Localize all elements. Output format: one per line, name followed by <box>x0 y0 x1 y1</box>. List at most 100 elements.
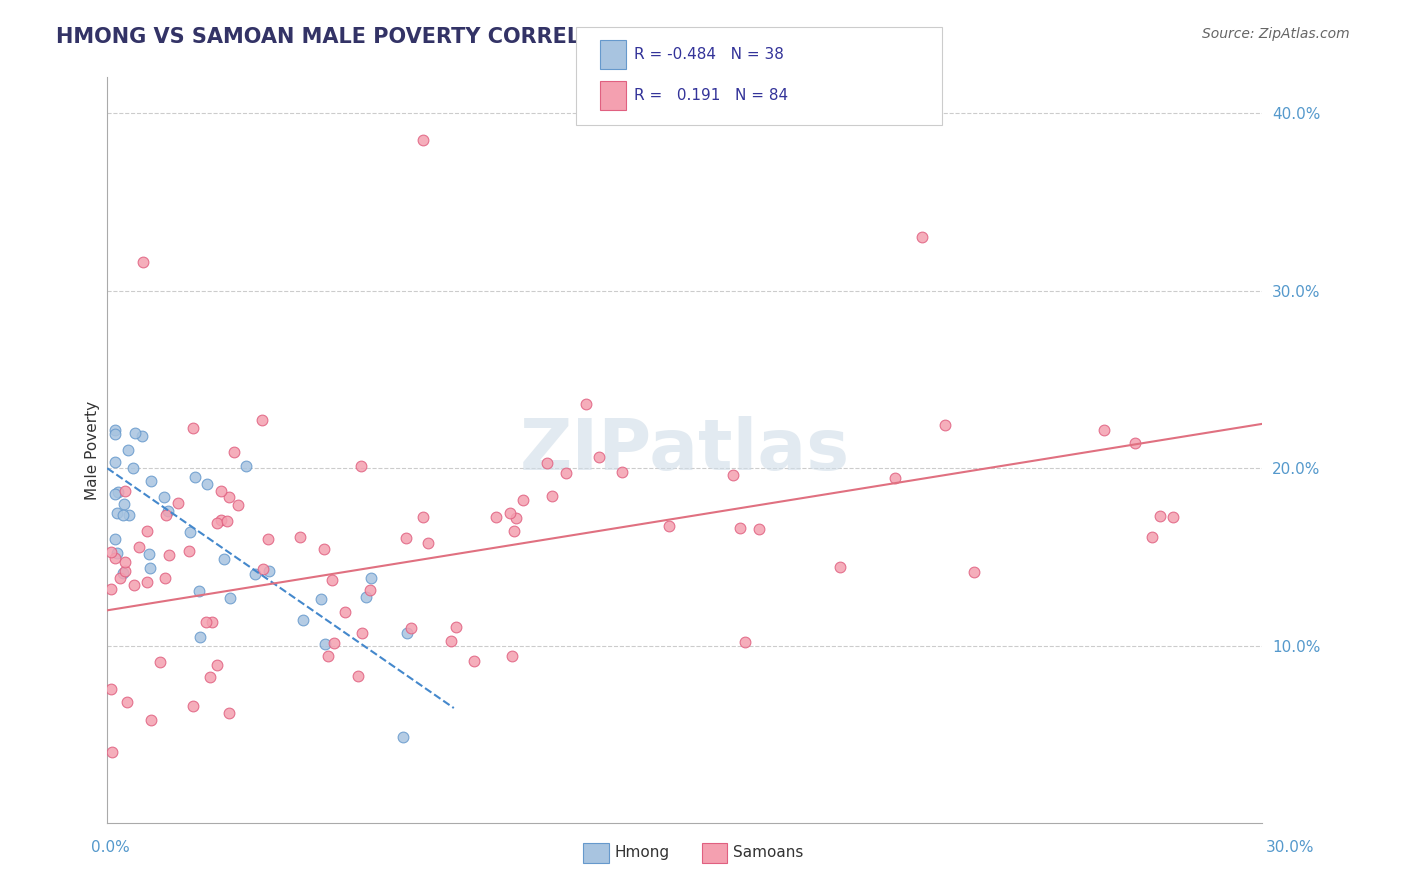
Point <box>323 636 346 650</box>
Point <box>444 620 467 634</box>
Point <box>104 532 127 546</box>
Point <box>440 634 463 648</box>
Point <box>136 524 159 538</box>
Point <box>314 541 336 556</box>
Point <box>499 507 522 521</box>
Point <box>184 470 207 484</box>
Point <box>396 625 419 640</box>
Point <box>207 658 229 673</box>
Point <box>512 493 534 508</box>
Point <box>114 484 136 499</box>
Point <box>555 466 578 480</box>
Point <box>1092 423 1115 437</box>
Point <box>1161 509 1184 524</box>
Point <box>224 445 246 459</box>
Point <box>748 522 770 536</box>
Point <box>194 615 217 630</box>
Point <box>215 514 238 528</box>
Point <box>200 670 222 684</box>
Point <box>181 698 204 713</box>
Point <box>128 540 150 554</box>
Point <box>100 582 122 597</box>
Point <box>360 572 382 586</box>
Point <box>157 548 180 562</box>
Point <box>392 730 415 744</box>
Point <box>114 564 136 578</box>
Point <box>104 455 127 469</box>
Point <box>252 562 274 576</box>
Text: 30.0%: 30.0% <box>1267 840 1315 855</box>
Text: Samoans: Samoans <box>733 846 803 860</box>
Point <box>107 484 129 499</box>
Point <box>588 450 610 465</box>
Point <box>195 476 218 491</box>
Text: Hmong: Hmong <box>614 846 669 860</box>
Point <box>235 458 257 473</box>
Point <box>658 519 681 533</box>
Point <box>501 648 523 663</box>
Point <box>395 531 418 545</box>
Point <box>412 510 434 524</box>
Point <box>115 694 138 708</box>
Point <box>505 511 527 525</box>
Point <box>209 484 232 499</box>
Point <box>177 544 200 558</box>
Point <box>350 459 373 474</box>
Point <box>104 487 127 501</box>
Point <box>105 506 128 520</box>
Point <box>723 468 745 483</box>
Point <box>536 456 558 470</box>
Point <box>309 591 332 606</box>
Point <box>1123 436 1146 450</box>
Point <box>335 605 357 619</box>
Point <box>963 565 986 579</box>
Point <box>359 582 381 597</box>
Point <box>354 591 377 605</box>
Point <box>124 578 146 592</box>
Point <box>250 412 273 426</box>
Point <box>112 566 135 581</box>
Point <box>101 745 124 759</box>
Text: Source: ZipAtlas.com: Source: ZipAtlas.com <box>1202 27 1350 41</box>
Text: 0.0%: 0.0% <box>91 840 131 855</box>
Point <box>911 230 934 244</box>
Point <box>575 397 598 411</box>
Point <box>136 574 159 589</box>
Point <box>181 421 204 435</box>
Point <box>155 508 177 523</box>
Point <box>141 714 163 728</box>
Point <box>463 654 485 668</box>
Point <box>112 497 135 511</box>
Point <box>157 504 180 518</box>
Point <box>541 490 564 504</box>
Text: R = -0.484   N = 38: R = -0.484 N = 38 <box>634 47 785 62</box>
Point <box>219 591 242 606</box>
Point <box>226 498 249 512</box>
Y-axis label: Male Poverty: Male Poverty <box>86 401 100 500</box>
Point <box>218 706 240 720</box>
Point <box>138 561 160 575</box>
Text: R =   0.191   N = 84: R = 0.191 N = 84 <box>634 88 789 103</box>
Point <box>828 560 851 574</box>
Point <box>124 425 146 440</box>
Point <box>105 546 128 560</box>
Point <box>321 574 343 588</box>
Point <box>188 583 211 598</box>
Text: ZIPatlas: ZIPatlas <box>520 416 849 485</box>
Point <box>485 510 508 524</box>
Point <box>257 564 280 578</box>
Point <box>288 530 311 544</box>
Point <box>104 551 127 566</box>
Point <box>139 474 162 488</box>
Point <box>316 649 339 664</box>
Point <box>149 655 172 669</box>
Point <box>104 423 127 437</box>
Point <box>104 427 127 442</box>
Point <box>1149 509 1171 524</box>
Point <box>100 545 122 559</box>
Point <box>112 508 135 523</box>
Point <box>416 536 439 550</box>
Point <box>610 465 633 479</box>
Point <box>117 443 139 458</box>
Point <box>218 490 240 504</box>
